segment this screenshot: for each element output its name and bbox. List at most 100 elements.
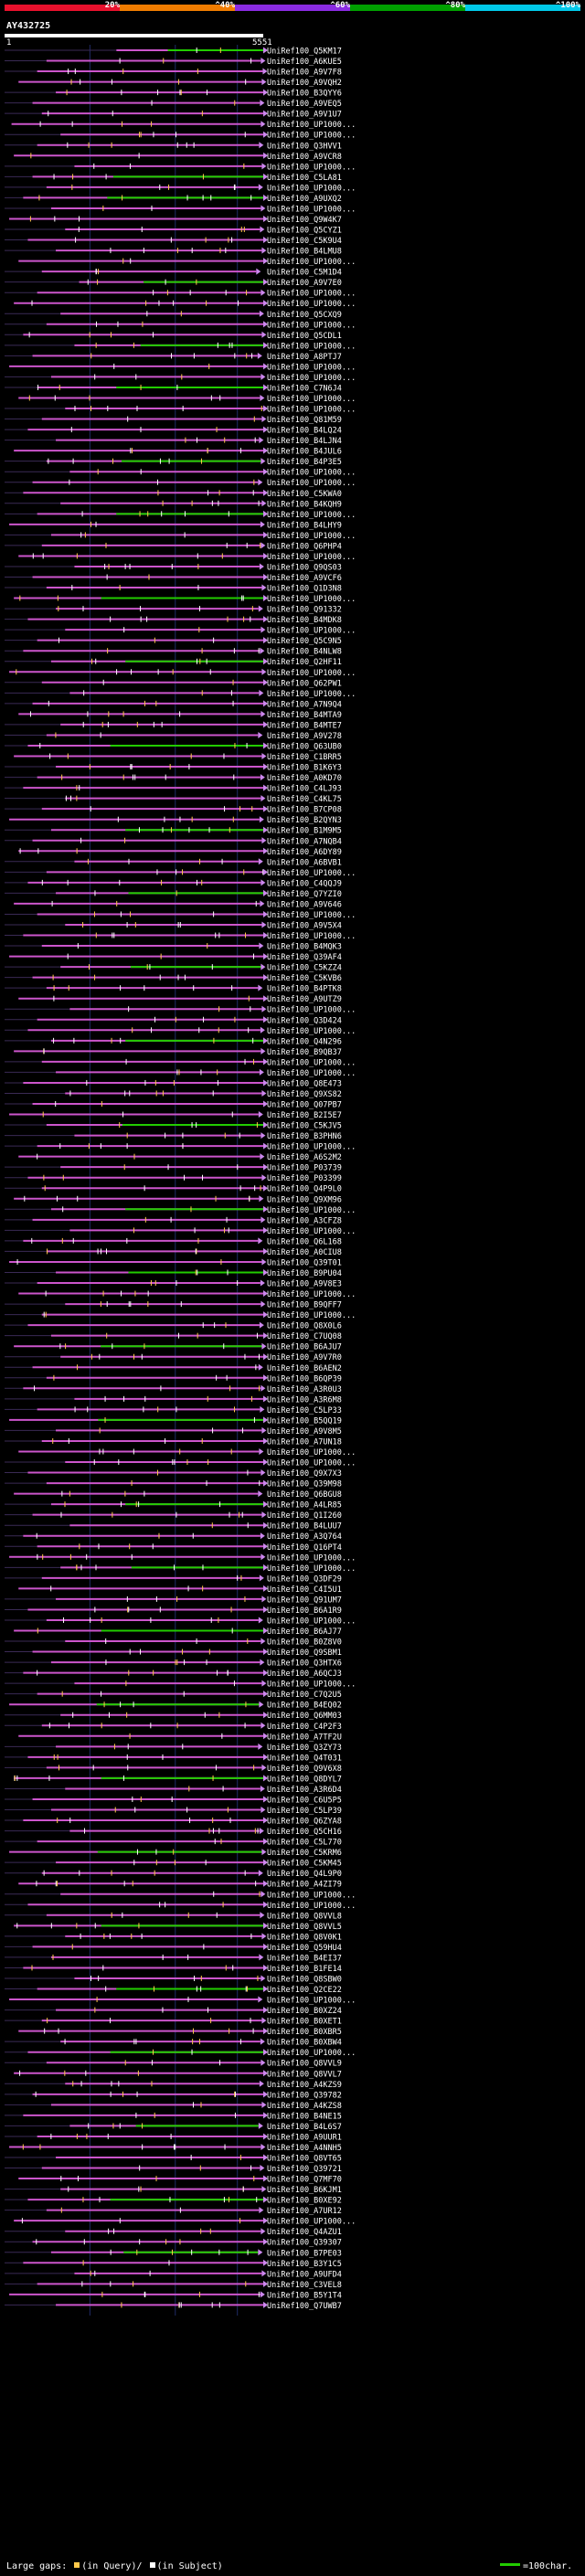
hit-arrow [263, 2196, 268, 2203]
hit-label: UniRef100_B4MTE7 [267, 721, 342, 730]
hit-arrow [263, 194, 268, 201]
hit-label: UniRef100_Q9W4K7 [267, 216, 342, 225]
hit-label: UniRef100_A3R6M8 [267, 1395, 342, 1405]
hit-arrow [263, 2007, 268, 2014]
hit-label: UniRef100_P03399 [267, 1174, 342, 1183]
legend-gaps-key: Large gaps: (in Query)/ (in Subject) [6, 2561, 223, 2572]
hit-arrow [263, 2238, 268, 2245]
hit-label: UniRef100_B7PE03 [267, 2249, 342, 2258]
hit-label: UniRef100_C5KM45 [267, 1860, 342, 1869]
hit-arrow [258, 605, 263, 612]
hit-arrow [261, 1426, 267, 1434]
hit-label: UniRef100_UP1000... [267, 1006, 356, 1015]
hit-label: UniRef100_Q5CH16 [267, 1828, 342, 1837]
hit-arrow [261, 373, 266, 380]
hit-label: UniRef100_Q3HTX6 [267, 1659, 342, 1669]
hit-label: UniRef100_Q8DYL7 [267, 1775, 342, 1784]
hit-label: UniRef100_A6BVB1 [267, 858, 342, 867]
legend: Large gaps: (in Query)/ (in Subject) =10… [6, 2561, 579, 2572]
hit-arrow [258, 1111, 263, 1118]
hit-label: UniRef100_A3R6D4 [267, 1786, 342, 1795]
hit-label: UniRef100_B1M9M5 [267, 827, 342, 836]
hit-arrow [261, 921, 267, 928]
hit-arrow [260, 2038, 265, 2045]
hit-arrow [263, 784, 268, 791]
hit-label: UniRef100_Q3DF29 [267, 1574, 342, 1584]
hit-arrow [263, 1859, 268, 1866]
hit-label: UniRef100_UP1000... [267, 911, 356, 920]
hit-label: UniRef100_B6AJ77 [267, 1627, 342, 1637]
hit-arrow [260, 226, 265, 233]
hit-arrow [261, 2059, 266, 2066]
hit-arrow [263, 384, 268, 391]
legend-scale-key: =100char. [500, 2561, 572, 2572]
subject-gap-swatch [149, 2562, 155, 2568]
hit-arrow [263, 1627, 268, 1634]
hit-arrow [261, 1511, 267, 1519]
hit-label: UniRef100_Q8VVL8 [267, 1912, 342, 1921]
hit-label: UniRef100_C6U5P5 [267, 1796, 342, 1805]
hit-label: UniRef100_UP1000... [267, 1143, 356, 1152]
hit-arrow [261, 1638, 266, 1645]
hit-arrow [258, 1237, 263, 1245]
hit-arrow [260, 521, 265, 528]
hit-label: UniRef100_UP1000... [267, 290, 356, 299]
hit-arrow [263, 1838, 268, 1845]
hit-label: UniRef100_Q8SBW0 [267, 1975, 342, 1984]
scale-line-swatch [500, 2563, 520, 2566]
hit-label: UniRef100_Q1D3N8 [267, 585, 342, 594]
hit-arrow [263, 1500, 268, 1508]
hit-label: UniRef100_UP1000... [267, 1553, 356, 1563]
hit-arrow [263, 1058, 268, 1065]
hit-label: UniRef100_UP1000... [267, 1069, 356, 1078]
hit-label: UniRef100_Q5CXQ9 [267, 311, 342, 320]
hit-arrow [260, 394, 265, 401]
hit-arrow [263, 1564, 268, 1571]
hit-label: UniRef100_B0XBW4 [267, 2039, 342, 2048]
hit-arrow [259, 1068, 264, 1076]
hit-label: UniRef100_UP1000... [267, 321, 356, 330]
hit-arrow [263, 1205, 268, 1213]
hit-arrow [263, 1943, 268, 1950]
hit-arrow [258, 1363, 263, 1371]
hit-arrow [259, 1321, 264, 1329]
hit-label: UniRef100_A9V7F8 [267, 69, 342, 78]
hit-arrow [263, 1332, 268, 1340]
hit-label: UniRef100_Q9QS03 [267, 563, 342, 572]
hit-label: UniRef100_B6KJM1 [267, 2186, 342, 2195]
hit-arrow [263, 1964, 268, 1971]
hit-arrow [261, 1807, 266, 1814]
hit-label: UniRef100_Q8VVL7 [267, 2070, 342, 2079]
hit-label: UniRef100_B4LMU8 [267, 248, 342, 257]
hit-arrow [260, 1279, 265, 1287]
hit-label: UniRef100_Q8VVL9 [267, 2060, 342, 2069]
hit-arrow [258, 479, 263, 486]
scale-segment-orange [120, 5, 235, 11]
hit-label: UniRef100_A7N9Q4 [267, 700, 342, 709]
hit-arrow [261, 710, 266, 717]
hit-label: UniRef100_B4EQ02 [267, 1701, 342, 1711]
hit-arrow [263, 1353, 268, 1361]
hit-label: UniRef100_B9PU04 [267, 1269, 342, 1278]
legend-large-gaps-label: Large gaps: [6, 2561, 68, 2571]
hit-label: UniRef100_A9V8M5 [267, 1427, 342, 1436]
hit-label: UniRef100_B4NE15 [267, 2112, 342, 2121]
hit-label: UniRef100_A7TF2U [267, 1733, 342, 1742]
hit-arrow [263, 1901, 268, 1908]
hit-arrow [263, 1016, 268, 1023]
hit-label: UniRef100_Q4N296 [267, 1037, 342, 1046]
hit-arrow [263, 2091, 268, 2098]
hit-arrow [259, 310, 264, 317]
hit-label: UniRef100_UP1000... [267, 1680, 356, 1690]
hit-label: UniRef100_B4JUL6 [267, 448, 342, 457]
hit-label: UniRef100_A7UN18 [267, 1437, 342, 1447]
legend-in-query-label: (in Query)/ [81, 2561, 143, 2571]
hit-arrow [258, 731, 263, 738]
hit-arrow [258, 1870, 263, 1877]
hit-arrow [261, 289, 266, 296]
hit-arrow [258, 2249, 263, 2256]
hit-label: UniRef100_A9V8E3 [267, 1280, 342, 1289]
hit-arrow [263, 426, 268, 433]
hit-arrow [263, 1670, 268, 1677]
hit-label: UniRef100_Q2HF11 [267, 658, 342, 667]
